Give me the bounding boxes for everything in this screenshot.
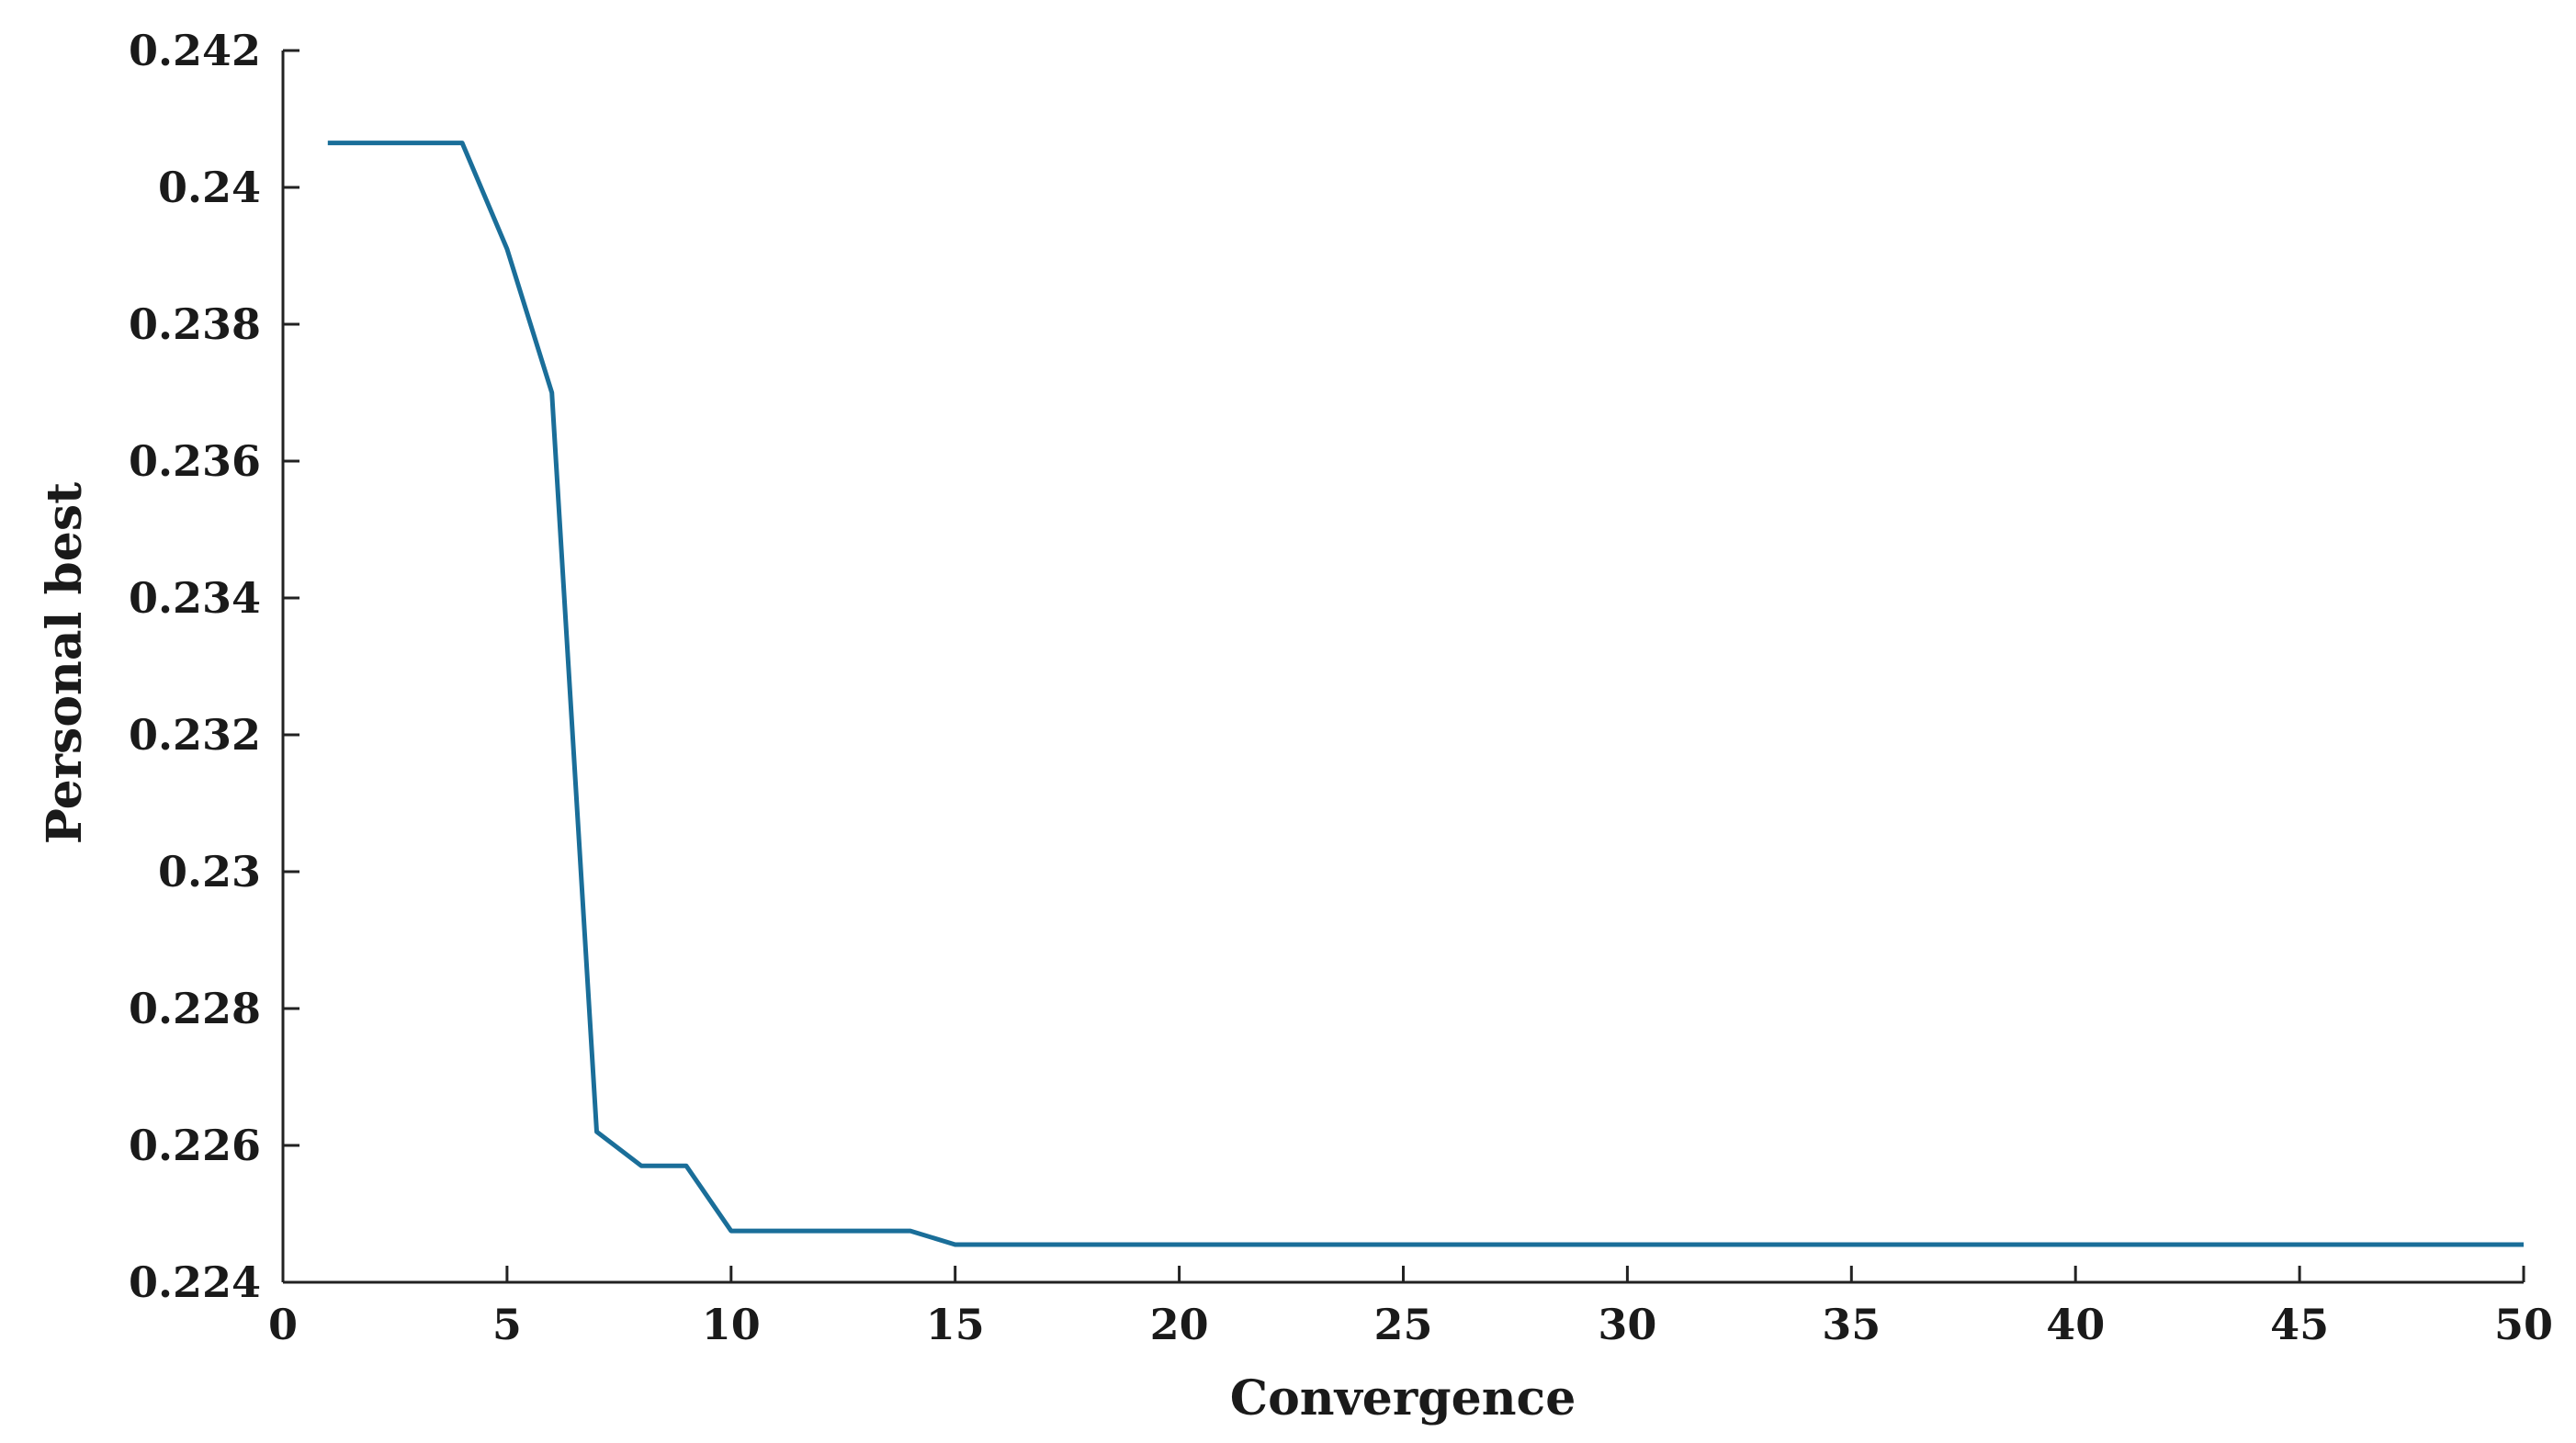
x-tick-label: 45 — [2270, 1300, 2329, 1349]
x-tick-label: 50 — [2494, 1300, 2553, 1349]
y-tick-label: 0.24 — [158, 163, 261, 212]
y-axis-title: Personal best — [37, 482, 93, 844]
x-tick-label: 25 — [1373, 1300, 1432, 1349]
y-tick-label: 0.232 — [129, 710, 261, 760]
y-tick-label: 0.226 — [129, 1121, 261, 1170]
y-axis-ticks: 0.224 0.226 0.228 0.23 0.232 0.234 0.236 0.238 0… — [129, 26, 299, 1307]
chart-series — [327, 141, 2524, 1247]
y-tick-label: 0.236 — [129, 436, 261, 486]
series-line-1 — [327, 141, 2524, 1247]
x-tick-label: 40 — [2046, 1300, 2105, 1349]
y-tick-label: 0.228 — [129, 984, 261, 1033]
y-tick-label: 0.224 — [129, 1257, 261, 1307]
x-tick-label: 35 — [1822, 1300, 1881, 1349]
y-tick-label: 0.242 — [129, 26, 261, 75]
x-tick-label: 15 — [926, 1300, 985, 1349]
x-axis-ticks: 0 5 10 15 20 25 30 35 40 45 50 — [268, 1266, 2553, 1349]
x-axis-title: Convergence — [1230, 1370, 1576, 1426]
x-tick-label: 20 — [1150, 1300, 1209, 1349]
x-tick-label: 5 — [492, 1300, 522, 1349]
y-tick-label: 0.234 — [129, 573, 261, 623]
chart-axes — [281, 51, 2524, 1284]
x-tick-label: 10 — [702, 1300, 761, 1349]
y-tick-label: 0.238 — [129, 299, 261, 349]
y-tick-label: 0.23 — [158, 847, 261, 896]
x-tick-label: 0 — [268, 1300, 298, 1349]
x-tick-label: 30 — [1598, 1300, 1656, 1349]
